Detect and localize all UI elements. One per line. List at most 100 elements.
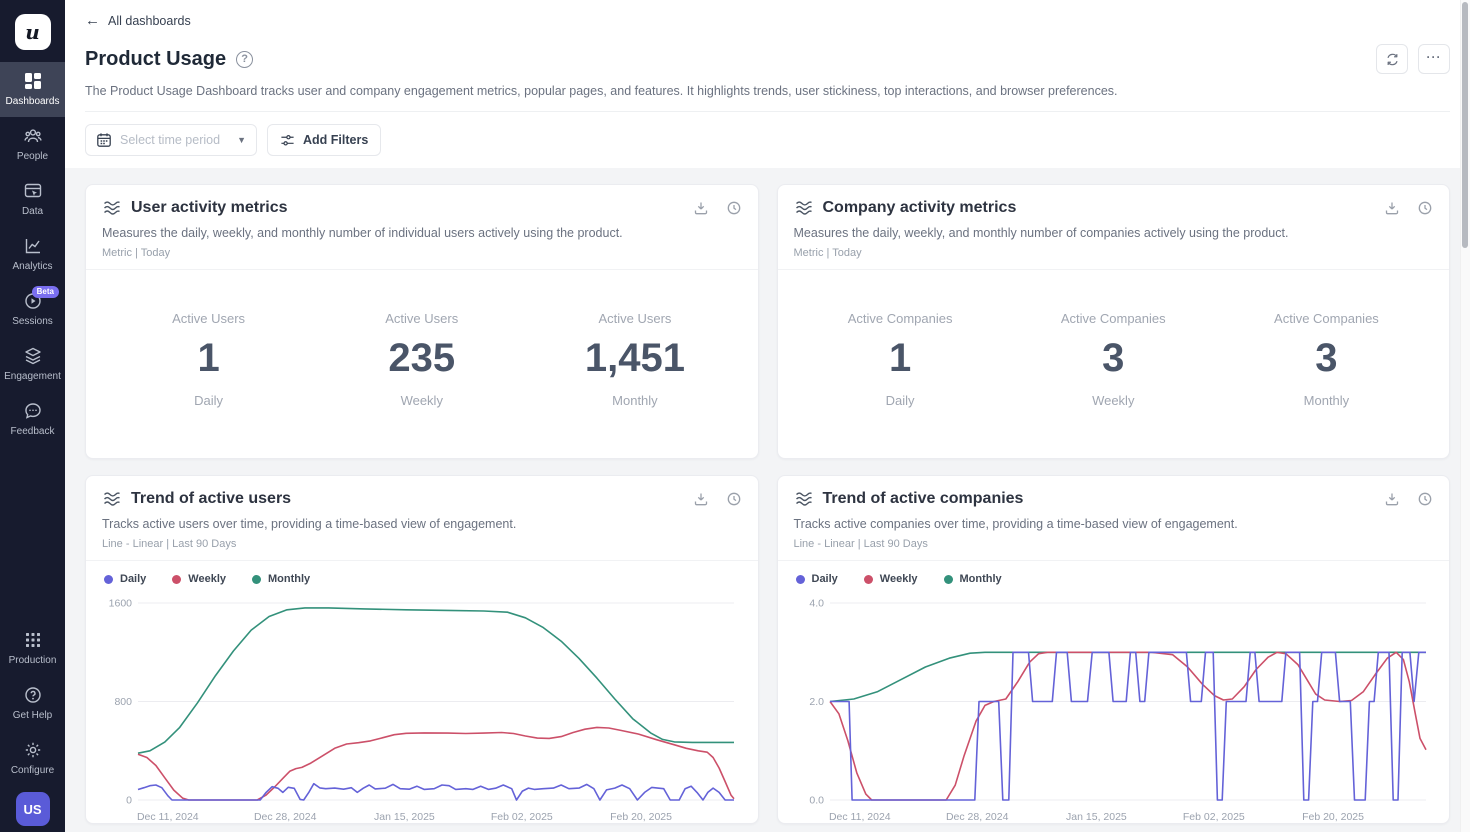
sidebar-item-sessions[interactable]: Beta Sessions (0, 282, 65, 337)
sidebar-item-label: Get Help (13, 710, 52, 721)
sidebar-item-configure[interactable]: Configure (0, 731, 65, 786)
sidebar-item-label: Engagement (4, 371, 61, 382)
sidebar-item-label: Sessions (12, 316, 53, 327)
metric-value: 1 (102, 336, 315, 381)
legend-dot (796, 575, 805, 584)
header-actions: ··· (1376, 44, 1450, 74)
svg-text:Jan 15, 2025: Jan 15, 2025 (1066, 811, 1127, 823)
svg-text:Dec 28, 2024: Dec 28, 2024 (254, 811, 317, 823)
legend-item-monthly[interactable]: Monthly (944, 573, 1002, 585)
sidebar-item-dashboards[interactable]: Dashboards (0, 62, 65, 117)
sidebar-item-analytics[interactable]: Analytics (0, 227, 65, 282)
download-icon[interactable] (1384, 200, 1400, 216)
download-icon[interactable] (1384, 491, 1400, 507)
title-help-icon[interactable]: ? (236, 51, 253, 68)
download-icon[interactable] (693, 200, 709, 216)
card-description: Tracks active users over time, providing… (102, 517, 742, 531)
back-link[interactable]: ← All dashboards (85, 0, 191, 28)
svg-text:0: 0 (126, 795, 132, 807)
time-period-select[interactable]: Select time period ▼ (85, 124, 257, 156)
production-icon (2, 630, 63, 652)
add-filters-label: Add Filters (303, 133, 368, 147)
sidebar-item-people[interactable]: People (0, 117, 65, 172)
page-header: ← All dashboards Product Usage ? ··· The… (65, 0, 1470, 112)
refresh-time-icon[interactable] (1417, 491, 1433, 507)
configure-icon (2, 740, 63, 762)
chevron-down-icon: ▼ (237, 135, 246, 145)
svg-text:Feb 02, 2025: Feb 02, 2025 (491, 811, 553, 823)
card-description: Measures the daily, weekly, and monthly … (102, 226, 742, 240)
ellipsis-icon: ··· (1427, 50, 1442, 64)
engagement-icon (2, 346, 63, 368)
logo-letter: u (25, 20, 40, 44)
card-description: Measures the daily, weekly, and monthly … (794, 226, 1434, 240)
download-icon[interactable] (693, 491, 709, 507)
legend-item-weekly[interactable]: Weekly (172, 573, 226, 585)
card-trend-active-users: Trend of active users Tracks active user… (85, 475, 759, 824)
svg-text:Dec 28, 2024: Dec 28, 2024 (945, 811, 1008, 823)
svg-text:1600: 1600 (109, 598, 133, 610)
scrollbar-thumb[interactable] (1462, 2, 1468, 248)
trend-lines-icon (794, 489, 814, 509)
sidebar-nav: Dashboards People Data Analytics Beta Se… (0, 62, 65, 447)
sidebar-item-label: Feedback (11, 426, 55, 437)
line-chart-active-users: 08001600Dec 11, 2024Dec 28, 2024Jan 15, … (102, 591, 742, 832)
more-options-button[interactable]: ··· (1418, 44, 1450, 74)
metric-value: 235 (315, 336, 528, 381)
card-trend-active-companies: Trend of active companies Tracks active … (777, 475, 1451, 824)
refresh-button[interactable] (1376, 44, 1408, 74)
metric-value: 3 (1220, 336, 1433, 381)
svg-text:Jan 15, 2025: Jan 15, 2025 (374, 811, 435, 823)
sidebar-item-feedback[interactable]: Feedback (0, 392, 65, 447)
metric-value: 1 (794, 336, 1007, 381)
refresh-time-icon[interactable] (726, 491, 742, 507)
card-user-activity-metrics: User activity metrics Measures the daily… (85, 184, 759, 459)
card-meta: Line - Linear | Last 90 Days (102, 538, 742, 550)
help-icon (2, 685, 63, 707)
sidebar-item-label: Dashboards (6, 96, 60, 107)
metric-weekly: Active Companies 3 Weekly (1007, 311, 1220, 408)
metrics-row: Active Users 1 Daily Active Users 235 We… (102, 270, 742, 448)
sidebar-item-get-help[interactable]: Get Help (0, 676, 65, 731)
trend-lines-icon (794, 198, 814, 218)
sidebar-item-label: People (17, 151, 48, 162)
metric-value: 1,451 (528, 336, 741, 381)
card-title: Company activity metrics (823, 199, 1017, 217)
svg-text:Feb 20, 2025: Feb 20, 2025 (1302, 811, 1364, 823)
analytics-icon (2, 236, 63, 258)
svg-text:2.0: 2.0 (809, 696, 824, 708)
sidebar-item-production[interactable]: Production (0, 621, 65, 676)
svg-text:4.0: 4.0 (809, 598, 824, 610)
svg-text:Feb 20, 2025: Feb 20, 2025 (610, 811, 672, 823)
app-logo[interactable]: u (15, 14, 51, 50)
dashboard-content: User activity metrics Measures the daily… (65, 168, 1470, 832)
page-title: Product Usage (85, 48, 226, 71)
legend-dot (944, 575, 953, 584)
scrollbar-track[interactable] (1460, 0, 1470, 832)
refresh-time-icon[interactable] (1417, 200, 1433, 216)
chart-legend: Daily Weekly Monthly (104, 573, 740, 585)
card-title: User activity metrics (131, 199, 288, 217)
legend-item-daily[interactable]: Daily (796, 573, 838, 585)
svg-text:Feb 02, 2025: Feb 02, 2025 (1182, 811, 1244, 823)
back-label: All dashboards (108, 14, 191, 28)
metric-weekly: Active Users 235 Weekly (315, 311, 528, 408)
card-company-activity-metrics: Company activity metrics Measures the da… (777, 184, 1451, 459)
dashboards-icon (2, 71, 63, 93)
legend-dot (864, 575, 873, 584)
legend-item-monthly[interactable]: Monthly (252, 573, 310, 585)
legend-item-daily[interactable]: Daily (104, 573, 146, 585)
svg-text:Dec 11, 2024: Dec 11, 2024 (828, 811, 890, 823)
legend-dot (172, 575, 181, 584)
app-root: u Dashboards People Data Analytics Beta (0, 0, 1470, 832)
legend-item-weekly[interactable]: Weekly (864, 573, 918, 585)
sidebar-item-engagement[interactable]: Engagement (0, 337, 65, 392)
sidebar-item-label: Analytics (12, 261, 52, 272)
refresh-time-icon[interactable] (726, 200, 742, 216)
sidebar-bottom: Production Get Help Configure US (0, 621, 65, 832)
sidebar-item-data[interactable]: Data (0, 172, 65, 227)
data-icon (2, 181, 63, 203)
add-filters-button[interactable]: Add Filters (267, 124, 381, 156)
trend-lines-icon (102, 198, 122, 218)
user-avatar[interactable]: US (16, 792, 50, 826)
